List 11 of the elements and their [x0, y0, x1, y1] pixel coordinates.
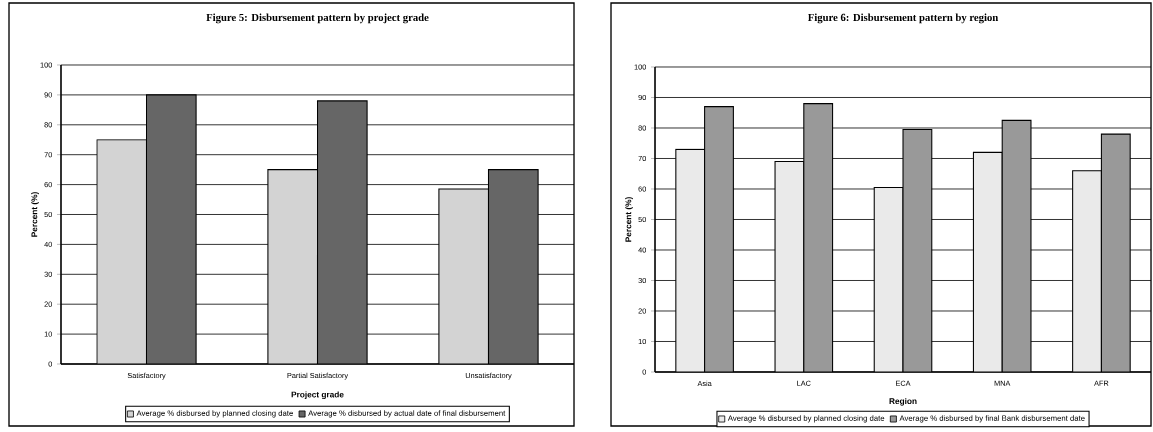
bar — [873, 186, 904, 372]
y-axis-title: Percent (%) — [625, 197, 633, 242]
chart-title: Figure 6: Disbursement pattern by region — [807, 13, 999, 24]
bar — [774, 161, 805, 372]
bar — [1072, 170, 1102, 372]
bar — [972, 151, 1003, 372]
bar — [675, 148, 706, 372]
x-axis-title: Region — [889, 397, 917, 406]
x-axis-title: Project grade — [291, 391, 344, 400]
y-axis-title: Percent (%) — [31, 192, 39, 237]
chart-title: Figure 5: Disbursement pattern by project grade — [206, 13, 429, 24]
